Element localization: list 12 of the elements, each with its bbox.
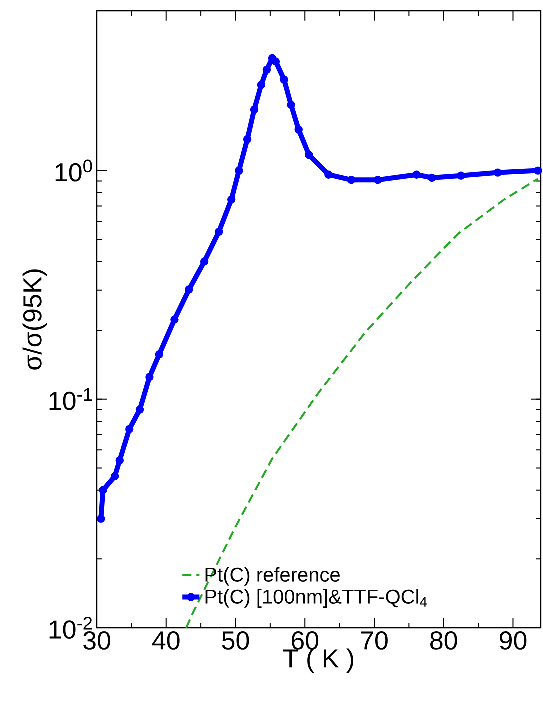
x-tick-label: 40	[152, 632, 180, 650]
x-axis-title: T ( K )	[283, 648, 354, 674]
x-tick-label: 70	[361, 632, 388, 650]
x-tick-label: 90	[500, 632, 527, 650]
legend-label: Pt(C) reference	[206, 567, 340, 586]
x-tick-label: 80	[430, 632, 458, 650]
y-axis-title: σ/σ(95K)	[22, 270, 47, 370]
legend-label: Pt(C) [100nm]&TTF-QCl$_{4}$	[206, 589, 428, 608]
y-tick-label: 10$^{0}$	[56, 160, 92, 182]
y-tick-label: 10$^{-1}$	[50, 388, 92, 410]
x-tick-label: 50	[222, 632, 250, 650]
x-tick-label: 60	[292, 632, 319, 650]
